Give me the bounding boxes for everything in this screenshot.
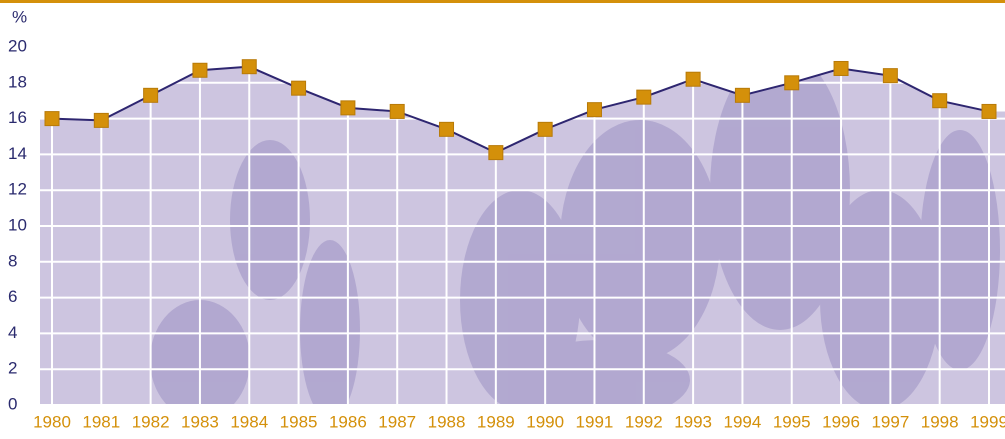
x-tick-label: 1984 xyxy=(230,412,268,431)
x-tick-label: 1994 xyxy=(724,412,762,431)
y-tick-label: 16 xyxy=(8,108,27,127)
photo-shade xyxy=(510,340,690,405)
x-tick-label: 1997 xyxy=(871,412,909,431)
y-tick-label: 4 xyxy=(8,323,17,342)
x-tick-label: 1998 xyxy=(921,412,959,431)
y-tick-label: 20 xyxy=(8,36,27,55)
y-tick-label: 0 xyxy=(8,394,17,413)
marker xyxy=(143,87,159,103)
marker xyxy=(537,121,553,137)
y-tick-label: 10 xyxy=(8,215,27,234)
x-tick-label: 1988 xyxy=(428,412,466,431)
top-rule xyxy=(0,0,1005,3)
y-tick-label: 6 xyxy=(8,287,17,306)
x-tick-label: 1989 xyxy=(477,412,515,431)
marker xyxy=(44,111,60,127)
marker xyxy=(93,112,109,128)
x-tick-label: 1990 xyxy=(526,412,564,431)
marker xyxy=(833,60,849,76)
x-tick-label: 1991 xyxy=(576,412,614,431)
x-tick-label: 1980 xyxy=(33,412,71,431)
marker xyxy=(586,102,602,118)
x-tick-label: 1986 xyxy=(329,412,367,431)
marker xyxy=(291,80,307,96)
marker xyxy=(784,75,800,91)
line xyxy=(51,65,990,154)
x-tick-label: 1995 xyxy=(773,412,811,431)
marker xyxy=(241,59,257,75)
y-tick-label: 8 xyxy=(8,251,17,270)
photo-shade xyxy=(300,240,360,405)
marker xyxy=(340,100,356,116)
x-tick-label: 1982 xyxy=(132,412,170,431)
x-tick-label: 1992 xyxy=(625,412,663,431)
marker xyxy=(734,87,750,103)
x-tick-label: 1981 xyxy=(82,412,120,431)
marker xyxy=(439,121,455,137)
photo-shade xyxy=(560,120,720,360)
marker xyxy=(981,103,997,119)
marker xyxy=(685,71,701,87)
x-tick-label: 1987 xyxy=(378,412,416,431)
x-tick-label: 1993 xyxy=(674,412,712,431)
x-tick-label: 1985 xyxy=(280,412,318,431)
y-tick-label: 2 xyxy=(8,359,17,378)
y-tick-label: 12 xyxy=(8,180,27,199)
marker xyxy=(636,89,652,105)
marker xyxy=(882,68,898,84)
x-tick-label: 1999 xyxy=(970,412,1005,431)
marker xyxy=(389,103,405,119)
x-tick-label: 1996 xyxy=(822,412,860,431)
photo-shade xyxy=(820,190,940,405)
y-tick-label: 18 xyxy=(8,72,27,91)
marker xyxy=(488,145,504,161)
y-tick-label: 14 xyxy=(8,144,27,163)
marker xyxy=(192,62,208,78)
marker xyxy=(932,93,948,109)
y-axis-label: % xyxy=(12,7,27,26)
x-tick-label: 1983 xyxy=(181,412,219,431)
